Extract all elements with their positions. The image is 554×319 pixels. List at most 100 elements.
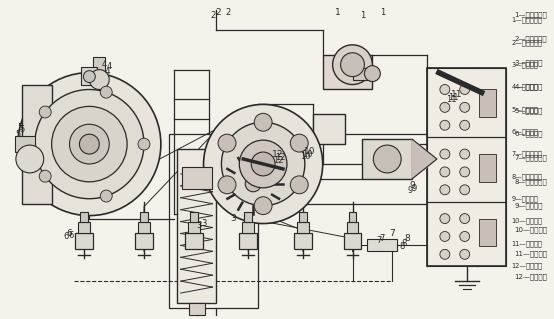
Text: 12: 12 [273, 150, 284, 159]
Text: 3—配电器；: 3—配电器； [511, 61, 538, 68]
Text: 10—电流表；: 10—电流表； [514, 226, 547, 233]
Circle shape [100, 190, 112, 202]
Circle shape [440, 249, 450, 259]
Text: 5: 5 [19, 125, 24, 134]
Text: 4: 4 [101, 60, 107, 69]
Circle shape [52, 106, 127, 182]
Bar [347, 222, 358, 234]
Text: 8: 8 [399, 242, 405, 251]
Circle shape [460, 185, 470, 195]
Text: 3—配电器；: 3—配电器； [514, 59, 543, 66]
Bar [299, 211, 307, 222]
Bar [22, 85, 52, 204]
Text: 1: 1 [360, 11, 365, 19]
Text: 3: 3 [201, 219, 206, 228]
Text: 2—点火线圈；: 2—点火线圈； [514, 35, 547, 42]
Text: 7: 7 [389, 229, 395, 238]
Circle shape [460, 232, 470, 241]
Circle shape [440, 214, 450, 224]
Text: 7: 7 [379, 234, 385, 243]
Bar [297, 222, 309, 234]
Bar [244, 211, 252, 222]
Text: 10: 10 [304, 146, 316, 156]
Text: 8—阻尼电阀；: 8—阻尼电阀； [511, 173, 542, 180]
Circle shape [35, 90, 144, 199]
Bar [93, 57, 105, 75]
Text: 9: 9 [408, 186, 413, 195]
Circle shape [460, 214, 470, 224]
Circle shape [460, 85, 470, 94]
Circle shape [39, 170, 51, 182]
Text: 1: 1 [335, 8, 341, 17]
Bar [427, 68, 506, 137]
Text: 7—高压导线；: 7—高压导线； [511, 151, 542, 157]
Circle shape [365, 66, 380, 82]
Text: 10—电流表；: 10—电流表； [511, 218, 542, 224]
Bar [323, 55, 372, 90]
Text: 11: 11 [451, 90, 463, 99]
Circle shape [222, 122, 305, 206]
Text: 11—蓄电池；: 11—蓄电池； [514, 250, 547, 257]
Bar [189, 303, 204, 315]
Text: 6—火花塞；: 6—火花塞； [511, 128, 538, 135]
Circle shape [251, 152, 275, 176]
Circle shape [203, 104, 323, 224]
Bar [479, 219, 496, 246]
Circle shape [332, 45, 372, 85]
Bar [348, 211, 356, 222]
Text: 5—电容器；: 5—电容器； [511, 106, 538, 113]
Text: 2: 2 [216, 8, 221, 17]
Text: 12—附加电阀: 12—附加电阀 [511, 263, 542, 269]
Bar [343, 234, 361, 249]
Text: 4—断电器；: 4—断电器； [511, 84, 538, 90]
Text: 9: 9 [412, 184, 417, 193]
Circle shape [254, 197, 272, 215]
Text: 2: 2 [211, 11, 216, 19]
Bar [81, 67, 98, 85]
Circle shape [460, 249, 470, 259]
Circle shape [235, 166, 271, 202]
Circle shape [138, 138, 150, 150]
Text: 6—火花塞；: 6—火花塞； [514, 131, 543, 137]
Text: 1—点火开关；: 1—点火开关； [514, 12, 547, 18]
Bar [362, 139, 412, 179]
Circle shape [69, 124, 109, 164]
Polygon shape [412, 139, 437, 179]
Circle shape [341, 53, 365, 77]
Circle shape [100, 86, 112, 98]
Text: 3: 3 [230, 214, 236, 223]
Circle shape [460, 167, 470, 177]
Circle shape [16, 145, 44, 173]
Circle shape [440, 149, 450, 159]
Text: 5—电容器；: 5—电容器； [514, 107, 543, 114]
Circle shape [440, 185, 450, 195]
Text: 12: 12 [275, 152, 285, 161]
Text: 9—起动机；: 9—起动机； [511, 196, 538, 202]
Bar [15, 136, 35, 152]
Bar [135, 234, 153, 249]
Text: 5: 5 [16, 130, 20, 139]
Circle shape [218, 176, 236, 194]
Circle shape [84, 70, 95, 83]
Bar [242, 222, 254, 234]
Bar [182, 167, 212, 189]
Circle shape [254, 113, 272, 131]
Bar [367, 240, 397, 251]
Circle shape [239, 140, 287, 188]
Text: 4: 4 [106, 62, 112, 71]
Circle shape [18, 73, 161, 216]
Bar [189, 211, 198, 222]
Circle shape [89, 70, 109, 90]
Text: 12: 12 [273, 157, 283, 166]
Text: 9—起动机；: 9—起动机； [514, 202, 543, 209]
Bar [294, 234, 312, 249]
Text: 6: 6 [66, 229, 73, 238]
Text: 11: 11 [449, 93, 459, 102]
Circle shape [440, 167, 450, 177]
Bar [352, 68, 372, 79]
Bar [427, 202, 506, 266]
Text: 2: 2 [226, 8, 231, 17]
Circle shape [440, 232, 450, 241]
Text: 1: 1 [379, 8, 385, 17]
Text: 10: 10 [302, 150, 313, 159]
